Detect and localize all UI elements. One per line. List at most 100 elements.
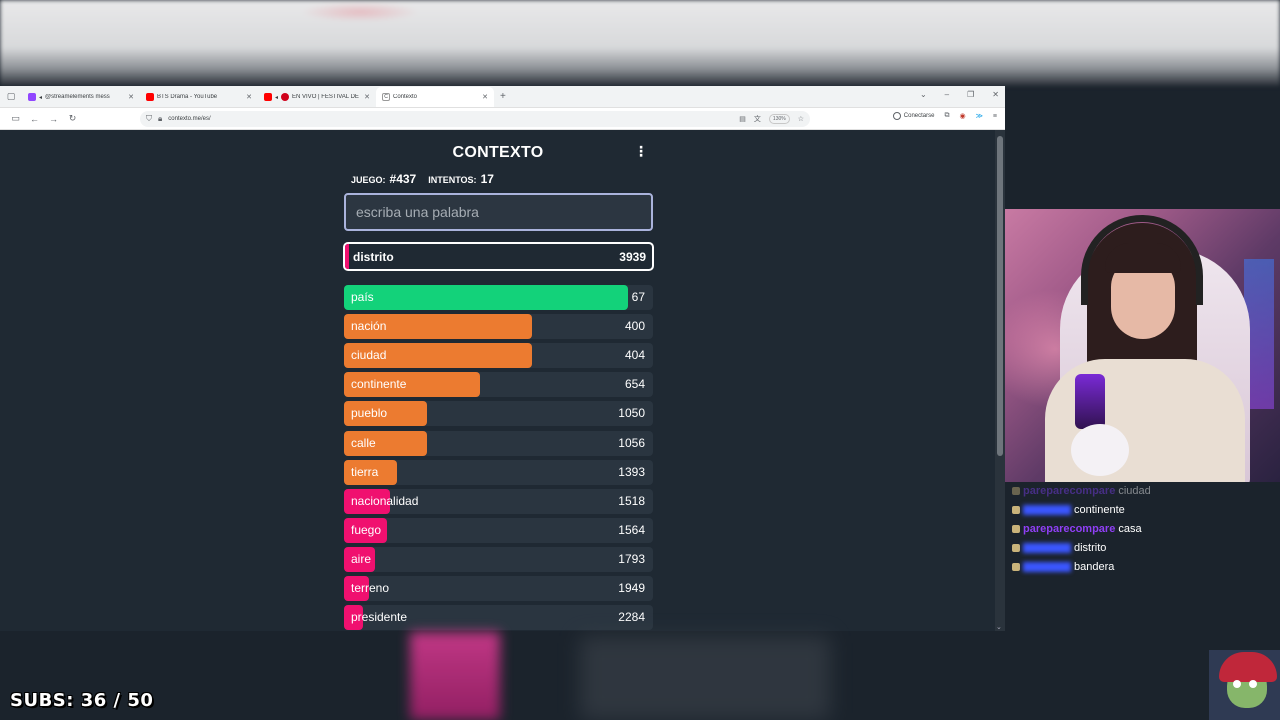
shield-icon[interactable]: ⛉ — [146, 114, 152, 123]
guess-row: nacionalidad 1518 — [344, 488, 653, 514]
tab-contexto[interactable]: C Contexto ✕ — [376, 87, 494, 107]
tab-youtube-bts[interactable]: BTS Drama - YouTube ✕ — [140, 87, 258, 107]
chat-badge-icon — [1012, 525, 1020, 533]
close-window-icon[interactable]: ✕ — [992, 90, 999, 99]
tab-strip: ▢ ◂ @streamelements mess ✕ BTS Drama - Y… — [0, 86, 1005, 108]
sidebar-icon[interactable]: ▭ — [11, 113, 20, 123]
reload-icon[interactable]: ↻ — [68, 113, 77, 123]
translate-icon[interactable]: 文 — [753, 116, 761, 123]
audio-icon[interactable]: ◂ — [275, 94, 279, 101]
chat-text: ciudad — [1118, 485, 1151, 497]
restore-icon[interactable]: ❐ — [967, 90, 975, 99]
tab-title: @streamelements mess — [45, 94, 110, 100]
chat-message: pareparecompare ciudad — [1012, 483, 1151, 499]
close-icon[interactable]: ✕ — [482, 94, 488, 101]
browser-window: ▢ ◂ @streamelements mess ✕ BTS Drama - Y… — [0, 86, 1005, 631]
close-icon[interactable]: ✕ — [364, 94, 370, 101]
live-dot-icon — [281, 93, 290, 101]
guess-row: país 67 — [344, 285, 653, 310]
chat-username — [1023, 543, 1071, 553]
guess-word: continente — [351, 377, 407, 392]
game-title: CONTEXTO — [452, 144, 544, 161]
guess-rank: 1564 — [618, 522, 645, 537]
extension-blue-icon[interactable]: ≫ — [975, 113, 983, 120]
mute-icon[interactable]: ◂ — [39, 94, 43, 101]
game-stats: JUEGO: #437 INTENTOS: 17 — [351, 172, 494, 186]
last-guess-rank: 3939 — [619, 249, 646, 264]
webcam-feed — [1005, 209, 1280, 482]
blurred-smudge — [300, 2, 420, 22]
lock-icon[interactable]: 🔒︎ — [158, 114, 163, 123]
guess-word: país — [351, 290, 374, 304]
tab-title: EN VIVO | FESTIVAL DE — [292, 94, 359, 100]
contexto-page: CONTEXTO ⋮ JUEGO: #437 INTENTOS: 17 dist… — [0, 130, 995, 631]
last-guess-word: distrito — [353, 249, 394, 264]
close-icon[interactable]: ✕ — [246, 94, 252, 101]
guess-proximity-bar — [344, 459, 397, 485]
guess-word: ciudad — [351, 348, 387, 363]
chat-message: continente — [1012, 502, 1125, 518]
tab-title: Contexto — [393, 94, 418, 100]
guess-word: aire — [351, 551, 372, 566]
guess-row: tierra 1393 — [344, 459, 653, 485]
zombie-avatar — [1209, 650, 1280, 720]
guess-word: pueblo — [351, 406, 388, 421]
scrollbar-thumb[interactable] — [997, 136, 1003, 456]
forward-icon[interactable]: → — [49, 113, 58, 124]
chat-username — [1023, 562, 1071, 572]
url-text[interactable]: contexto.me/es/ — [168, 116, 211, 122]
guess-row: continente 654 — [344, 372, 653, 398]
guess-row: fuego 1564 — [344, 517, 653, 543]
guess-rank: 2284 — [618, 610, 645, 625]
last-guess-row: distrito 3939 — [343, 242, 654, 271]
chat-text: casa — [1118, 523, 1142, 535]
bookmark-star-icon[interactable]: ☆ — [797, 116, 804, 123]
profile-icon — [892, 112, 901, 120]
tab-youtube-festival[interactable]: ◂ EN VIVO | FESTIVAL DE ✕ — [258, 87, 376, 107]
address-bar[interactable]: ⛉ 🔒︎ contexto.me/es/ ▤ 文 130% ☆ — [140, 111, 810, 127]
chat-text: distrito — [1074, 542, 1107, 554]
back-icon[interactable]: ← — [30, 113, 39, 124]
extension-red-icon[interactable]: ◉ — [959, 113, 966, 120]
minimize-icon[interactable]: – — [944, 90, 950, 99]
guess-proximity-bar — [344, 401, 428, 427]
blurred-background-top — [0, 0, 1280, 86]
contexto-icon: C — [382, 93, 390, 101]
guess-row: aire 1793 — [344, 546, 653, 572]
omnibox-actions: ▤ 文 130% ☆ — [739, 114, 804, 124]
guess-row: terreno 1949 — [344, 576, 653, 601]
menu-icon[interactable]: ≡ — [992, 112, 997, 120]
zoom-level[interactable]: 130% — [768, 114, 790, 124]
guess-proximity-bar — [344, 314, 533, 340]
headset-icon — [1081, 215, 1203, 305]
guess-proximity-bar — [344, 488, 391, 514]
chat-badge-icon — [1012, 563, 1020, 571]
window-controls: ⌄ – ❐ ✕ — [920, 90, 999, 99]
extensions-icon[interactable]: ⧉ — [944, 112, 950, 119]
tab-title: BTS Drama - YouTube — [157, 94, 218, 100]
attempts-count: 17 — [480, 172, 494, 186]
close-icon[interactable]: ✕ — [128, 94, 134, 101]
tab-actions-icon[interactable]: ▢ — [6, 90, 16, 101]
guess-rank: 1949 — [618, 581, 645, 595]
tab-search-icon[interactable]: ⌄ — [919, 90, 927, 99]
connect-button[interactable]: Conectarse — [892, 112, 935, 120]
chat-text: bandera — [1074, 561, 1115, 573]
connect-label: Conectarse — [903, 113, 935, 119]
tab-streamelements[interactable]: ◂ @streamelements mess ✕ — [22, 87, 140, 107]
chat-text: continente — [1074, 504, 1125, 516]
guess-proximity-bar — [344, 605, 363, 631]
page-scrollbar[interactable]: ⌄ — [995, 130, 1005, 631]
scroll-down-icon[interactable]: ⌄ — [996, 624, 1002, 631]
word-input[interactable] — [344, 193, 653, 231]
attempts-label: INTENTOS: — [428, 175, 477, 185]
guess-word: nación — [351, 319, 387, 334]
game-number: #437 — [389, 172, 417, 186]
chat-username — [1023, 505, 1071, 515]
guess-rank: 1050 — [618, 406, 645, 421]
chat-badge-icon — [1012, 487, 1020, 495]
more-options-icon[interactable]: ⋮ — [634, 143, 648, 159]
guess-word: nacionalidad — [351, 493, 419, 508]
new-tab-button[interactable]: + — [500, 91, 506, 102]
reader-view-icon[interactable]: ▤ — [739, 116, 746, 123]
